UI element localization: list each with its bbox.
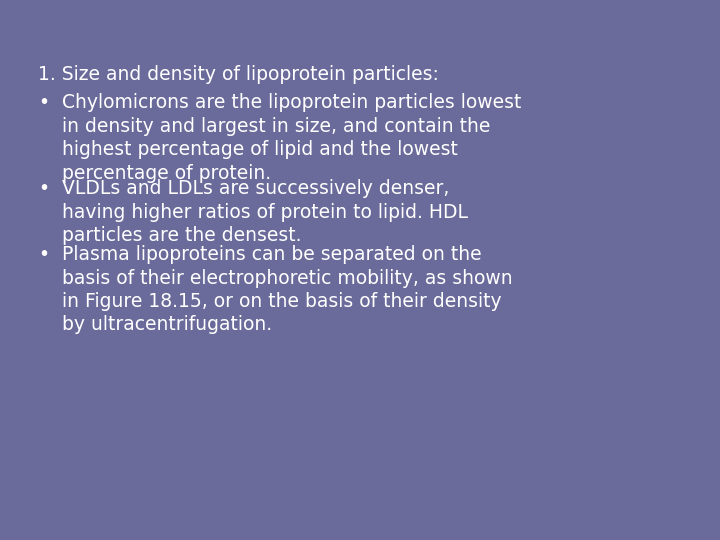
Text: 1. Size and density of lipoprotein particles:: 1. Size and density of lipoprotein parti… (38, 65, 439, 84)
Text: Chylomicrons are the lipoprotein particles lowest
in density and largest in size: Chylomicrons are the lipoprotein particl… (62, 93, 521, 183)
Text: •: • (38, 245, 49, 264)
Text: •: • (38, 179, 49, 198)
Text: Plasma lipoproteins can be separated on the
basis of their electrophoretic mobil: Plasma lipoproteins can be separated on … (62, 245, 513, 334)
Text: VLDLs and LDLs are successively denser,
having higher ratios of protein to lipid: VLDLs and LDLs are successively denser, … (62, 179, 468, 245)
Text: •: • (38, 93, 49, 112)
